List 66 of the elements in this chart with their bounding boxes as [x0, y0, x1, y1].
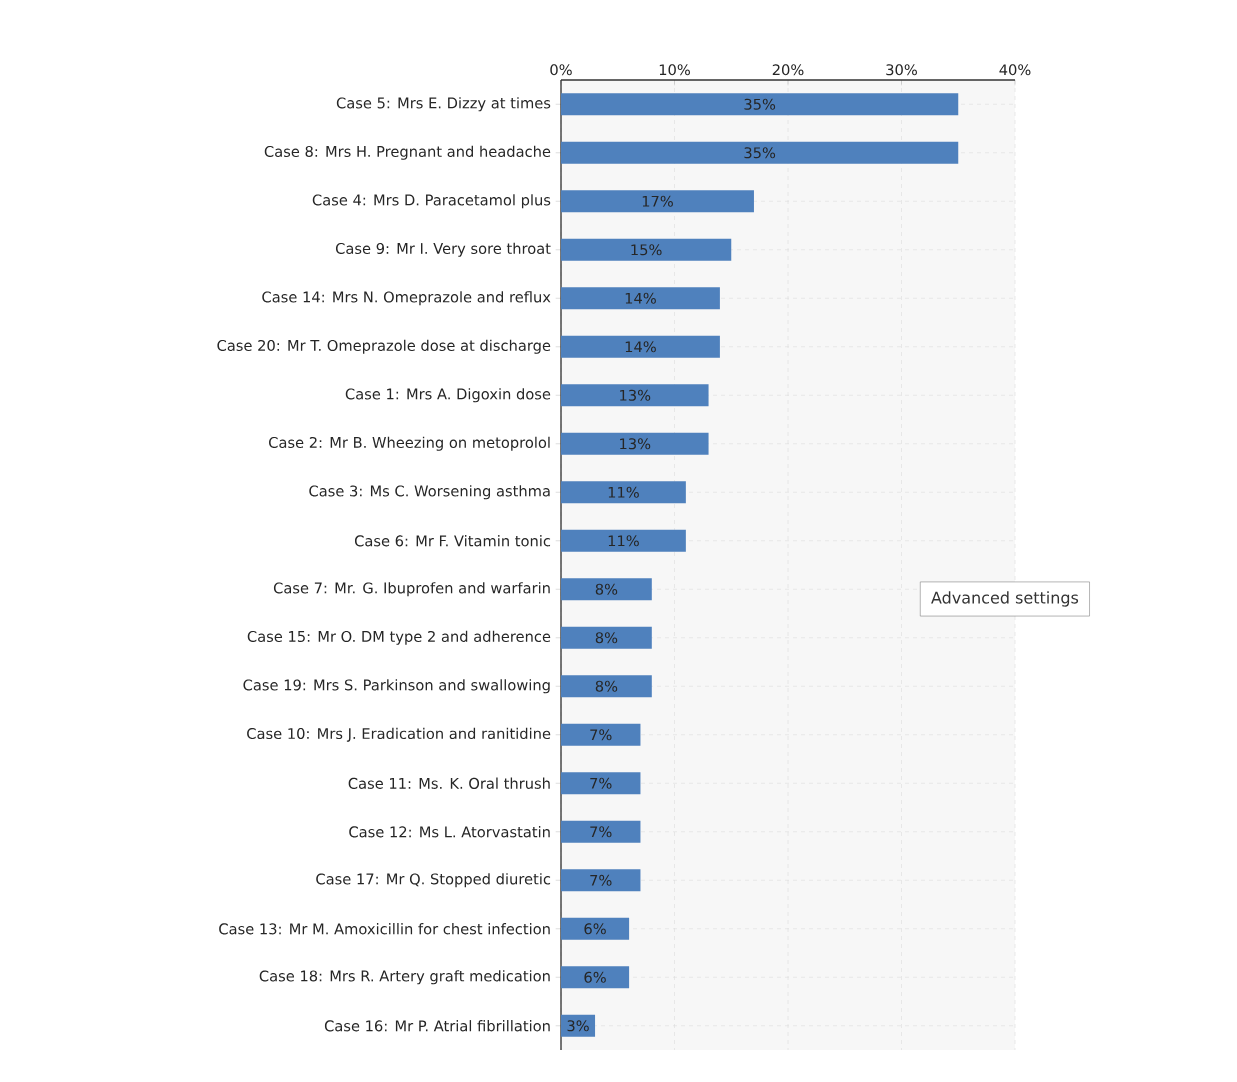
bar: [561, 93, 959, 116]
bar: [561, 529, 686, 552]
y-tick-label: Case 14: Mrs N. Omeprazole and reflux: [262, 291, 551, 306]
y-tick-label: Case 15: Mr O. DM type 2 and adherence: [247, 630, 551, 645]
data-label: 7%: [590, 874, 612, 886]
y-tick-label: Case 1: Mrs A. Digoxin dose: [345, 388, 551, 403]
data-label: 35%: [744, 98, 776, 110]
y-tick-label: Case 16: Mr P. Atrial fibrillation: [324, 1020, 550, 1032]
data-label: 14%: [625, 341, 656, 353]
data-label: 3%: [567, 1020, 589, 1032]
data-label: 13%: [620, 389, 651, 401]
y-tick-label: Case 13: Mr M. Amoxicillin for chest infection: [219, 923, 550, 935]
bar: [561, 820, 641, 843]
y-tick-label: Case 4: Mrs D. Paracetamol plus: [312, 194, 551, 209]
x-tick-label: 10%: [659, 64, 690, 76]
bar: [561, 966, 630, 989]
annotation: Advanced settings: [931, 591, 1079, 607]
bar: [561, 869, 641, 892]
data-label: 6%: [584, 923, 606, 935]
data-label: 8%: [595, 583, 618, 595]
y-tick-label: Case 10: Mrs J. Eradication and ranitidine: [247, 727, 551, 742]
y-tick-label: Case 8: Mrs H. Pregnant and headache: [264, 145, 551, 160]
y-tick-label: Case 2: Mr B. Wheezing on metoprolol: [269, 436, 550, 451]
data-label: 15%: [631, 244, 662, 256]
y-tick-label: Case 12: Ms L. Atorvastatin: [349, 826, 550, 838]
data-label: 8%: [595, 632, 618, 644]
bar: [561, 384, 709, 407]
bar: [561, 578, 652, 601]
y-tick-label: Case 7: Mr. G. Ibuprofen and warfarin: [273, 582, 550, 597]
bar: [561, 481, 686, 504]
y-tick-label: Case 19: Mrs S. Parkinson and swallowing: [243, 679, 550, 694]
y-tick-label: Case 11: Ms. K. Oral thrush: [348, 777, 550, 789]
y-tick-label: Case 3: Ms C. Worsening asthma: [309, 485, 550, 500]
bar: [561, 917, 630, 940]
data-label: 7%: [590, 826, 612, 838]
data-label: 14%: [625, 292, 656, 304]
bar: [561, 335, 720, 358]
bar: [561, 675, 652, 698]
y-tick-label: Case 6: Mr F. Vitamin tonic: [354, 535, 551, 547]
y-tick-label: Case 17: Mr Q. Stopped diuretic: [316, 873, 551, 888]
bar: [561, 1014, 596, 1037]
data-label: 7%: [590, 729, 612, 741]
data-label: 11%: [608, 486, 639, 498]
data-label: 13%: [620, 438, 651, 450]
data-label: 7%: [590, 777, 612, 789]
bar: [561, 723, 641, 746]
bar: [561, 626, 652, 649]
data-label: 35%: [744, 147, 776, 159]
x-tick-label: 20%: [772, 64, 804, 76]
bar: [561, 141, 959, 164]
y-tick-label: Case 9: Mr I. Very sore throat: [335, 242, 551, 257]
bar: [561, 432, 709, 455]
x-tick-label: 30%: [886, 64, 917, 76]
bar: [561, 190, 754, 213]
y-tick-label: Case 18: Mrs R. Artery graft medication: [259, 970, 550, 985]
bar: [561, 287, 720, 310]
data-label: 11%: [608, 535, 639, 547]
bar: [561, 238, 732, 261]
y-tick-label: Case 5: Mrs E. Dizzy at times: [336, 97, 551, 112]
x-tick-label: 0%: [550, 64, 572, 76]
bar: [561, 772, 641, 795]
y-tick-label: Case 20: Mr T. Omeprazole dose at discharge: [217, 339, 551, 354]
data-label: 8%: [595, 680, 618, 692]
data-label: 6%: [584, 971, 606, 983]
data-label: 17%: [642, 195, 673, 207]
x-tick-label: 40%: [999, 64, 1031, 76]
